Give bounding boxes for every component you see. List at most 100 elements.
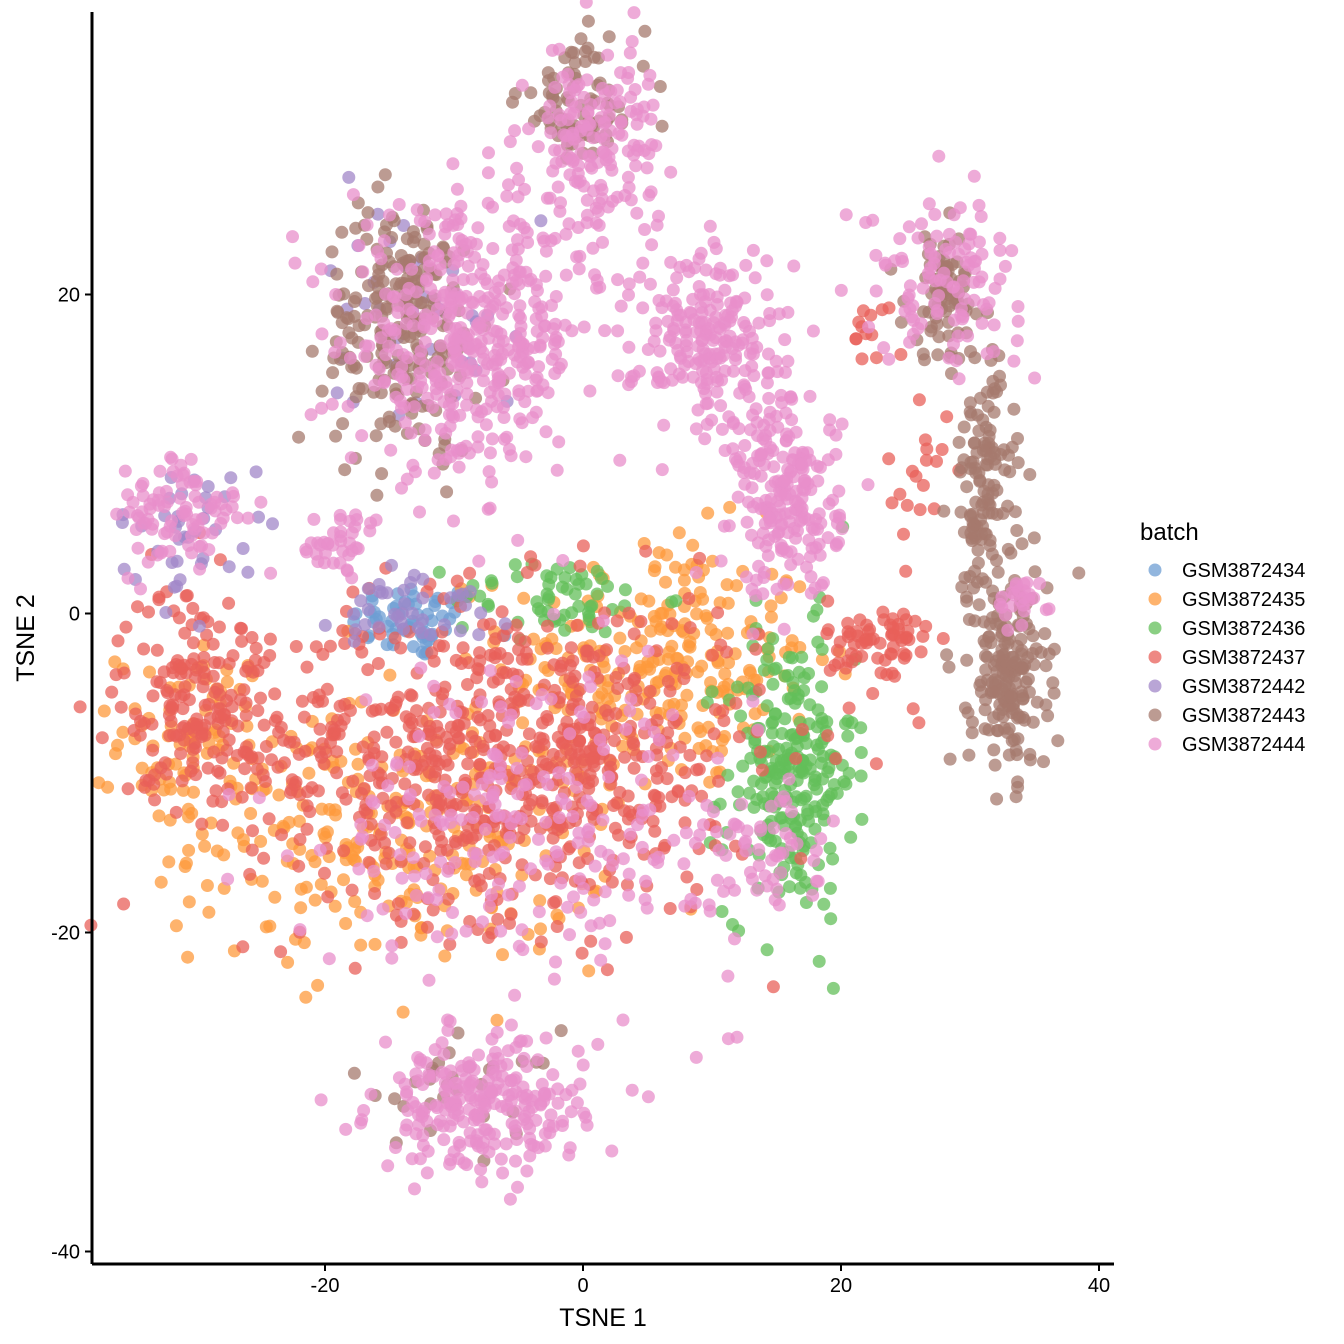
point-GSM3872444 bbox=[399, 1123, 413, 1137]
point-GSM3872437 bbox=[627, 673, 641, 687]
point-GSM3872443 bbox=[335, 225, 349, 239]
point-GSM3872444 bbox=[495, 1069, 509, 1083]
point-GSM3872443 bbox=[602, 30, 616, 44]
point-GSM3872437 bbox=[111, 634, 125, 648]
point-GSM3872444 bbox=[784, 558, 798, 572]
point-GSM3872444 bbox=[567, 132, 581, 146]
point-GSM3872435 bbox=[92, 776, 106, 790]
point-GSM3872444 bbox=[577, 320, 591, 334]
point-GSM3872435 bbox=[516, 716, 530, 730]
point-GSM3872444 bbox=[476, 258, 490, 272]
point-GSM3872444 bbox=[707, 362, 721, 376]
point-GSM3872444 bbox=[381, 1159, 395, 1173]
point-GSM3872444 bbox=[615, 654, 629, 668]
point-GSM3872437 bbox=[619, 930, 633, 944]
point-GSM3872444 bbox=[581, 834, 595, 848]
point-GSM3872444 bbox=[580, 73, 594, 87]
point-GSM3872437 bbox=[330, 766, 344, 780]
point-GSM3872443 bbox=[315, 384, 329, 398]
point-GSM3872443 bbox=[349, 390, 363, 404]
point-GSM3872444 bbox=[829, 428, 843, 442]
point-GSM3872435 bbox=[244, 807, 258, 820]
point-GSM3872444 bbox=[343, 536, 357, 550]
point-GSM3872444 bbox=[173, 491, 187, 505]
point-GSM3872443 bbox=[1005, 650, 1019, 664]
point-GSM3872443 bbox=[1011, 775, 1025, 789]
point-GSM3872444 bbox=[364, 516, 378, 530]
point-GSM3872444 bbox=[186, 518, 200, 532]
point-GSM3872444 bbox=[381, 779, 395, 793]
point-GSM3872444 bbox=[494, 1152, 508, 1166]
point-GSM3872444 bbox=[129, 523, 143, 536]
point-GSM3872435 bbox=[743, 663, 756, 677]
point-GSM3872444 bbox=[579, 0, 593, 9]
point-GSM3872444 bbox=[513, 412, 527, 426]
point-GSM3872435 bbox=[354, 938, 368, 952]
point-GSM3872442 bbox=[252, 510, 265, 524]
point-GSM3872444 bbox=[682, 265, 696, 279]
point-GSM3872443 bbox=[1027, 658, 1041, 672]
point-GSM3872444 bbox=[548, 367, 562, 380]
point-GSM3872443 bbox=[579, 55, 592, 68]
point-GSM3872444 bbox=[731, 490, 745, 504]
point-GSM3872435 bbox=[143, 665, 156, 679]
point-GSM3872444 bbox=[402, 302, 416, 316]
point-GSM3872437 bbox=[146, 743, 160, 757]
point-GSM3872437 bbox=[235, 634, 249, 648]
point-GSM3872443 bbox=[1041, 709, 1055, 723]
point-GSM3872437 bbox=[913, 503, 927, 517]
point-GSM3872444 bbox=[478, 822, 492, 836]
point-GSM3872436 bbox=[774, 754, 788, 768]
point-GSM3872444 bbox=[333, 508, 347, 522]
point-GSM3872444 bbox=[776, 450, 790, 464]
point-GSM3872444 bbox=[453, 408, 467, 422]
point-GSM3872437 bbox=[243, 867, 257, 881]
point-GSM3872444 bbox=[378, 818, 392, 832]
point-GSM3872437 bbox=[390, 795, 404, 809]
point-GSM3872436 bbox=[839, 717, 852, 731]
point-GSM3872435 bbox=[671, 652, 685, 666]
point-GSM3872443 bbox=[942, 660, 956, 674]
point-GSM3872444 bbox=[384, 443, 398, 457]
point-GSM3872444 bbox=[577, 90, 591, 104]
point-GSM3872437 bbox=[235, 790, 249, 804]
point-GSM3872444 bbox=[715, 422, 729, 436]
legend-label: GSM3872435 bbox=[1182, 589, 1305, 611]
point-GSM3872435 bbox=[655, 620, 669, 634]
point-GSM3872443 bbox=[1015, 537, 1029, 551]
point-GSM3872444 bbox=[531, 1141, 545, 1155]
point-GSM3872444 bbox=[427, 466, 441, 480]
point-GSM3872444 bbox=[313, 843, 327, 857]
point-GSM3872444 bbox=[416, 1138, 430, 1152]
point-GSM3872435 bbox=[517, 591, 531, 605]
point-GSM3872444 bbox=[567, 890, 580, 904]
point-GSM3872443 bbox=[345, 331, 359, 345]
point-GSM3872437 bbox=[576, 539, 590, 553]
point-GSM3872437 bbox=[222, 733, 236, 747]
point-GSM3872436 bbox=[534, 604, 548, 618]
point-GSM3872443 bbox=[967, 581, 981, 595]
point-GSM3872444 bbox=[447, 514, 460, 528]
point-GSM3872443 bbox=[964, 408, 978, 422]
point-GSM3872437 bbox=[179, 589, 193, 603]
point-GSM3872437 bbox=[357, 782, 371, 795]
point-GSM3872444 bbox=[530, 324, 544, 338]
point-GSM3872437 bbox=[665, 617, 679, 631]
point-GSM3872444 bbox=[893, 232, 907, 246]
point-GSM3872444 bbox=[483, 446, 497, 460]
point-GSM3872444 bbox=[563, 928, 576, 942]
point-GSM3872444 bbox=[686, 370, 700, 384]
point-GSM3872435 bbox=[534, 922, 547, 936]
point-GSM3872436 bbox=[793, 881, 807, 895]
point-GSM3872437 bbox=[311, 784, 325, 798]
point-GSM3872437 bbox=[875, 303, 889, 317]
point-GSM3872444 bbox=[418, 423, 432, 437]
point-GSM3872436 bbox=[826, 981, 840, 995]
point-GSM3872444 bbox=[427, 679, 441, 693]
point-GSM3872444 bbox=[616, 852, 630, 866]
point-GSM3872444 bbox=[705, 413, 719, 427]
point-GSM3872437 bbox=[325, 720, 339, 734]
point-GSM3872437 bbox=[648, 824, 662, 838]
point-GSM3872444 bbox=[697, 818, 710, 832]
